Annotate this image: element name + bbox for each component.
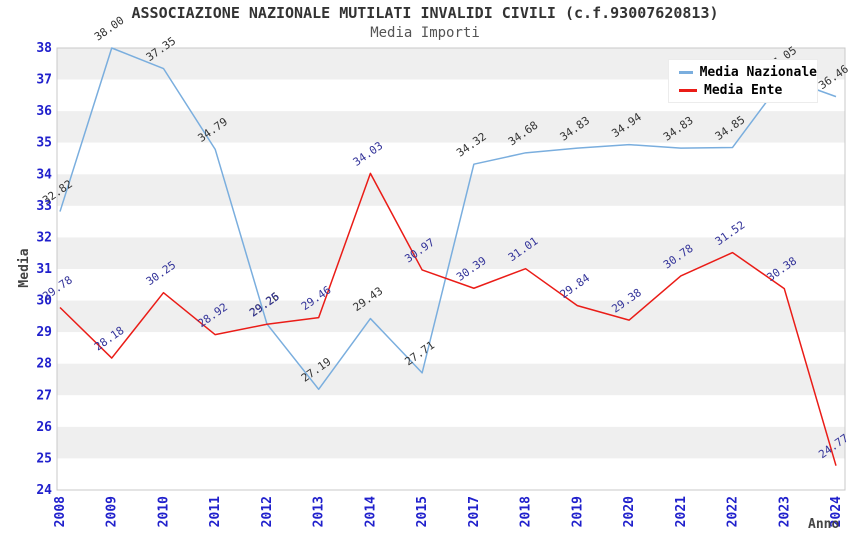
- grid-band: [57, 300, 845, 333]
- x-tick-label: 2024: [829, 496, 844, 527]
- x-tick-label: 2008: [53, 496, 68, 527]
- grid-band: [57, 269, 845, 301]
- y-tick-label: 33: [36, 199, 52, 214]
- grid-band: [57, 237, 845, 269]
- x-tick-label: 2013: [312, 496, 327, 527]
- x-tick-label: 2011: [208, 496, 223, 527]
- x-axis-title: Anno: [808, 517, 840, 532]
- y-tick-label: 26: [36, 420, 52, 435]
- y-tick-label: 31: [36, 262, 52, 277]
- legend-item-media-nazionale: Media Nazionale: [679, 64, 817, 80]
- y-tick-label: 37: [36, 73, 52, 88]
- legend-label-media-ente: Media Ente: [704, 82, 783, 98]
- x-tick-label: 2023: [777, 496, 792, 527]
- x-tick-label: 2018: [519, 496, 534, 527]
- y-tick-label: 34: [36, 167, 52, 182]
- grid-band: [57, 332, 845, 364]
- grid-band: [57, 363, 845, 396]
- chart-subtitle: Media Importi: [370, 25, 480, 41]
- media-nazionale-line-sample: [679, 70, 693, 74]
- media-ente-line-sample: [679, 88, 697, 92]
- y-tick-label: 38: [36, 41, 52, 56]
- y-tick-label: 29: [36, 325, 52, 340]
- grid-band: [57, 458, 845, 490]
- x-tick-label: 2014: [363, 496, 378, 527]
- y-tick-label: 25: [36, 451, 52, 466]
- y-tick-label: 32: [36, 230, 52, 245]
- y-tick-label: 36: [36, 104, 52, 119]
- grid-band: [57, 205, 845, 238]
- x-tick-label: 2009: [105, 496, 120, 527]
- x-tick-label: 2020: [622, 496, 637, 527]
- series-line-media-ente: [59, 172, 837, 466]
- grid-band: [57, 426, 845, 459]
- y-tick-label: 30: [36, 294, 52, 309]
- plot-border: [56, 47, 846, 491]
- x-tick-label: 2012: [260, 496, 275, 527]
- legend-item-media-ente: Media Ente: [679, 82, 817, 98]
- series-line-media-nazionale: [59, 47, 837, 391]
- x-tick-label: 2015: [415, 496, 430, 527]
- x-tick-label: 2010: [156, 496, 171, 527]
- x-tick-label: 2017: [467, 496, 482, 527]
- x-tick-label: 2021: [674, 496, 689, 527]
- y-tick-label: 35: [36, 136, 52, 151]
- y-tick-label: 27: [36, 388, 52, 403]
- grid-band: [57, 395, 845, 427]
- y-tick-label: 24: [36, 483, 52, 498]
- y-axis-title: Media: [17, 248, 32, 288]
- y-tick-label: 28: [36, 357, 52, 372]
- x-tick-label: 2022: [726, 496, 741, 527]
- x-tick-label: 2019: [570, 496, 585, 527]
- grid-band: [57, 111, 845, 143]
- grid-band: [57, 174, 845, 206]
- chart-title: ASSOCIAZIONE NAZIONALE MUTILATI INVALIDI…: [131, 4, 719, 22]
- legend-label-media-nazionale: Media Nazionale: [699, 64, 817, 80]
- legend: Media Nazionale Media Ente: [668, 59, 818, 103]
